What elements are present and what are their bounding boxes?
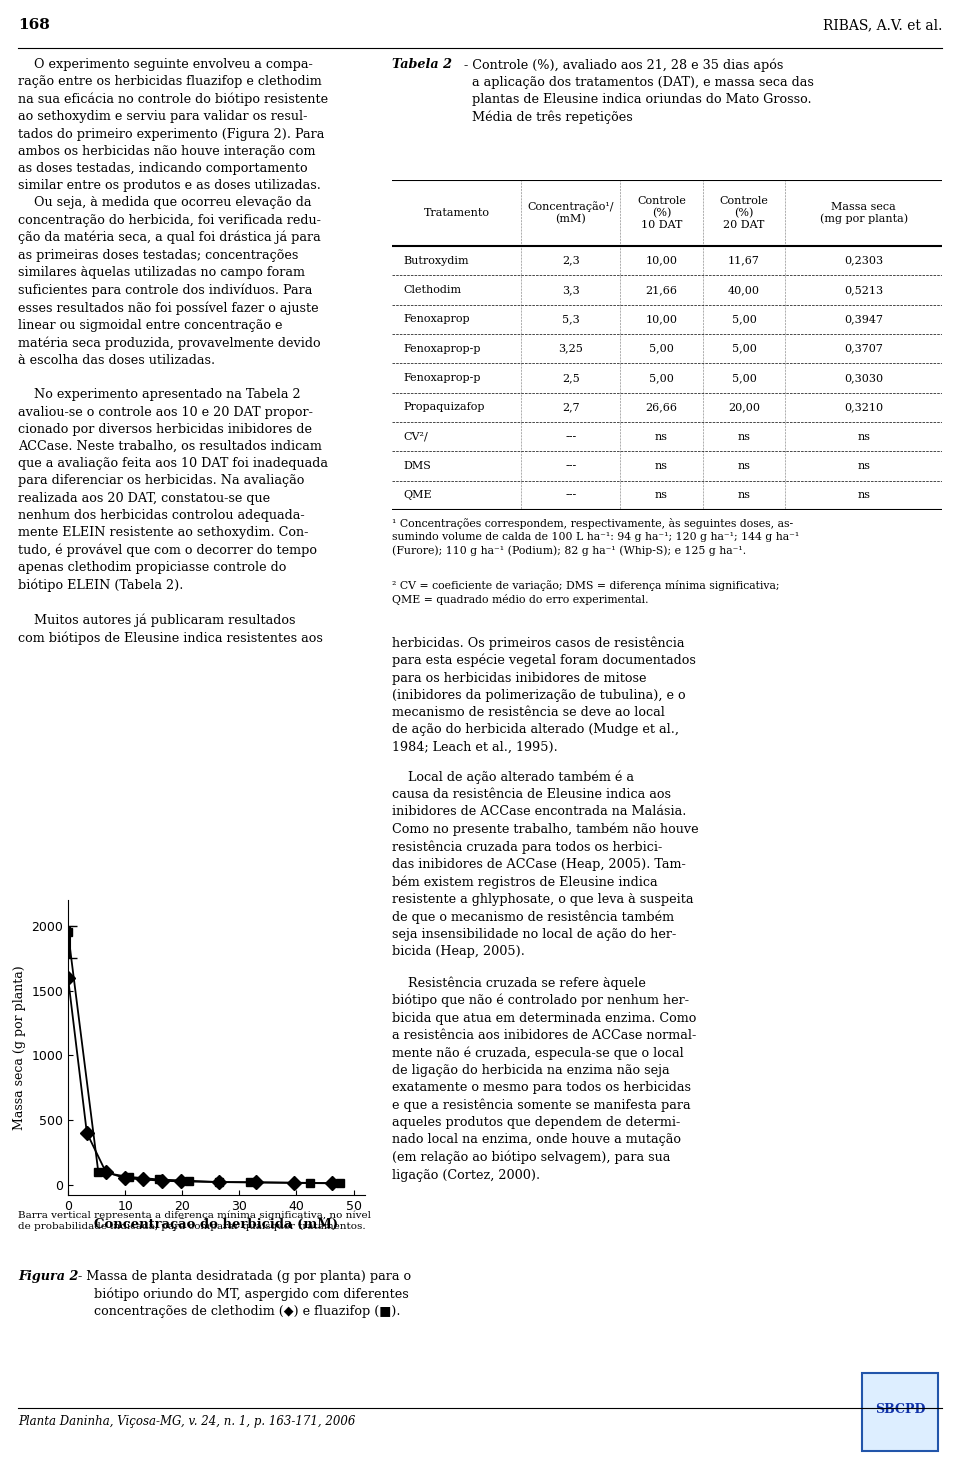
Text: 2,3: 2,3 xyxy=(562,255,580,265)
Text: ¹ Concentrações correspondem, respectivamente, às seguintes doses, as-
sumindo v: ¹ Concentrações correspondem, respectiva… xyxy=(392,518,800,555)
Text: ns: ns xyxy=(655,461,668,471)
Text: 10,00: 10,00 xyxy=(645,255,678,265)
Text: ns: ns xyxy=(857,461,870,471)
Text: ---: --- xyxy=(565,461,576,471)
Text: 0,3030: 0,3030 xyxy=(844,373,883,383)
Text: RIBAS, A.V. et al.: RIBAS, A.V. et al. xyxy=(823,17,942,32)
Text: Planta Daninha, Viçosa-MG, v. 24, n. 1, p. 163-171, 2006: Planta Daninha, Viçosa-MG, v. 24, n. 1, … xyxy=(18,1416,355,1427)
Text: QME: QME xyxy=(403,490,432,500)
Text: - Controle (%), avaliado aos 21, 28 e 35 dias após
   a aplicação dos tratamento: - Controle (%), avaliado aos 21, 28 e 35… xyxy=(460,58,814,124)
Text: Local de ação alterado também é a
causa da resistência de ⁣Eleusine indica⁣ aos
: Local de ação alterado também é a causa … xyxy=(392,770,699,958)
Text: ns: ns xyxy=(655,490,668,500)
Text: Barra vertical representa a diferença mínima significativa, no nível
de probabil: Barra vertical representa a diferença mí… xyxy=(18,1210,371,1232)
Text: - Massa de planta desidratada (g por planta) para o
     biótipo oriundo do MT, : - Massa de planta desidratada (g por pla… xyxy=(74,1270,411,1318)
Text: Tabela 2: Tabela 2 xyxy=(392,58,452,71)
Text: Fenoxaprop-p: Fenoxaprop-p xyxy=(403,344,481,354)
Text: CV²/: CV²/ xyxy=(403,432,428,442)
Text: Propaquizafop: Propaquizafop xyxy=(403,402,485,413)
Text: ns: ns xyxy=(655,432,668,442)
Text: 11,67: 11,67 xyxy=(728,255,760,265)
Text: 20,00: 20,00 xyxy=(728,402,760,413)
Text: ---: --- xyxy=(565,432,576,442)
Text: 5,00: 5,00 xyxy=(732,315,756,324)
Text: 21,66: 21,66 xyxy=(645,284,678,295)
Text: Fenoxaprop-p: Fenoxaprop-p xyxy=(403,373,481,383)
Text: Tratamento: Tratamento xyxy=(423,208,490,219)
FancyBboxPatch shape xyxy=(862,1372,938,1451)
Text: herbicidas. Os primeiros casos de resistência
para esta espécie vegetal foram do: herbicidas. Os primeiros casos de resist… xyxy=(392,636,696,754)
Text: ns: ns xyxy=(857,490,870,500)
Text: 5,00: 5,00 xyxy=(649,373,674,383)
Text: 0,3947: 0,3947 xyxy=(844,315,883,324)
Text: DMS: DMS xyxy=(403,461,431,471)
Text: Controle
(%)
10 DAT: Controle (%) 10 DAT xyxy=(637,197,686,230)
Text: 2,5: 2,5 xyxy=(562,373,580,383)
Text: 10,00: 10,00 xyxy=(645,315,678,324)
Text: 5,00: 5,00 xyxy=(732,373,756,383)
Text: SBCPD: SBCPD xyxy=(875,1403,925,1416)
Text: 5,00: 5,00 xyxy=(649,344,674,354)
Text: Resistência cruzada se refere àquele
biótipo que não é controlado por nenhum her: Resistência cruzada se refere àquele bió… xyxy=(392,975,696,1181)
Text: ---: --- xyxy=(565,490,576,500)
Text: 168: 168 xyxy=(18,17,50,32)
Text: Clethodim: Clethodim xyxy=(403,284,461,295)
Text: 3,25: 3,25 xyxy=(559,344,583,354)
Text: Figura 2: Figura 2 xyxy=(18,1270,79,1283)
Text: ns: ns xyxy=(737,461,751,471)
Text: Fenoxaprop: Fenoxaprop xyxy=(403,315,469,324)
Text: ns: ns xyxy=(737,432,751,442)
Text: 26,66: 26,66 xyxy=(645,402,678,413)
Text: 2,7: 2,7 xyxy=(562,402,580,413)
Text: Controle
(%)
20 DAT: Controle (%) 20 DAT xyxy=(720,197,768,230)
Y-axis label: Massa seca (g por planta): Massa seca (g por planta) xyxy=(12,965,26,1130)
Text: O experimento seguinte envolveu a compa-
ração entre os herbicidas fluazifop e c: O experimento seguinte envolveu a compa-… xyxy=(18,58,328,644)
Text: 0,3210: 0,3210 xyxy=(844,402,883,413)
Text: Concentração¹/
(mM): Concentração¹/ (mM) xyxy=(527,201,614,225)
Text: Massa seca
(mg por planta): Massa seca (mg por planta) xyxy=(820,201,908,225)
Text: 5,00: 5,00 xyxy=(732,344,756,354)
Text: 40,00: 40,00 xyxy=(728,284,760,295)
Text: 3,3: 3,3 xyxy=(562,284,580,295)
Text: 0,3707: 0,3707 xyxy=(844,344,883,354)
X-axis label: Concentração do herbicida (mM): Concentração do herbicida (mM) xyxy=(94,1219,339,1232)
Text: Butroxydim: Butroxydim xyxy=(403,255,468,265)
Text: ² CV = coeficiente de variação; DMS = diferença mínima significativa;
QME = quad: ² CV = coeficiente de variação; DMS = di… xyxy=(392,580,780,605)
Text: ns: ns xyxy=(737,490,751,500)
Text: 0,5213: 0,5213 xyxy=(844,284,883,295)
Text: ns: ns xyxy=(857,432,870,442)
Text: 0,2303: 0,2303 xyxy=(844,255,883,265)
Text: 5,3: 5,3 xyxy=(562,315,580,324)
